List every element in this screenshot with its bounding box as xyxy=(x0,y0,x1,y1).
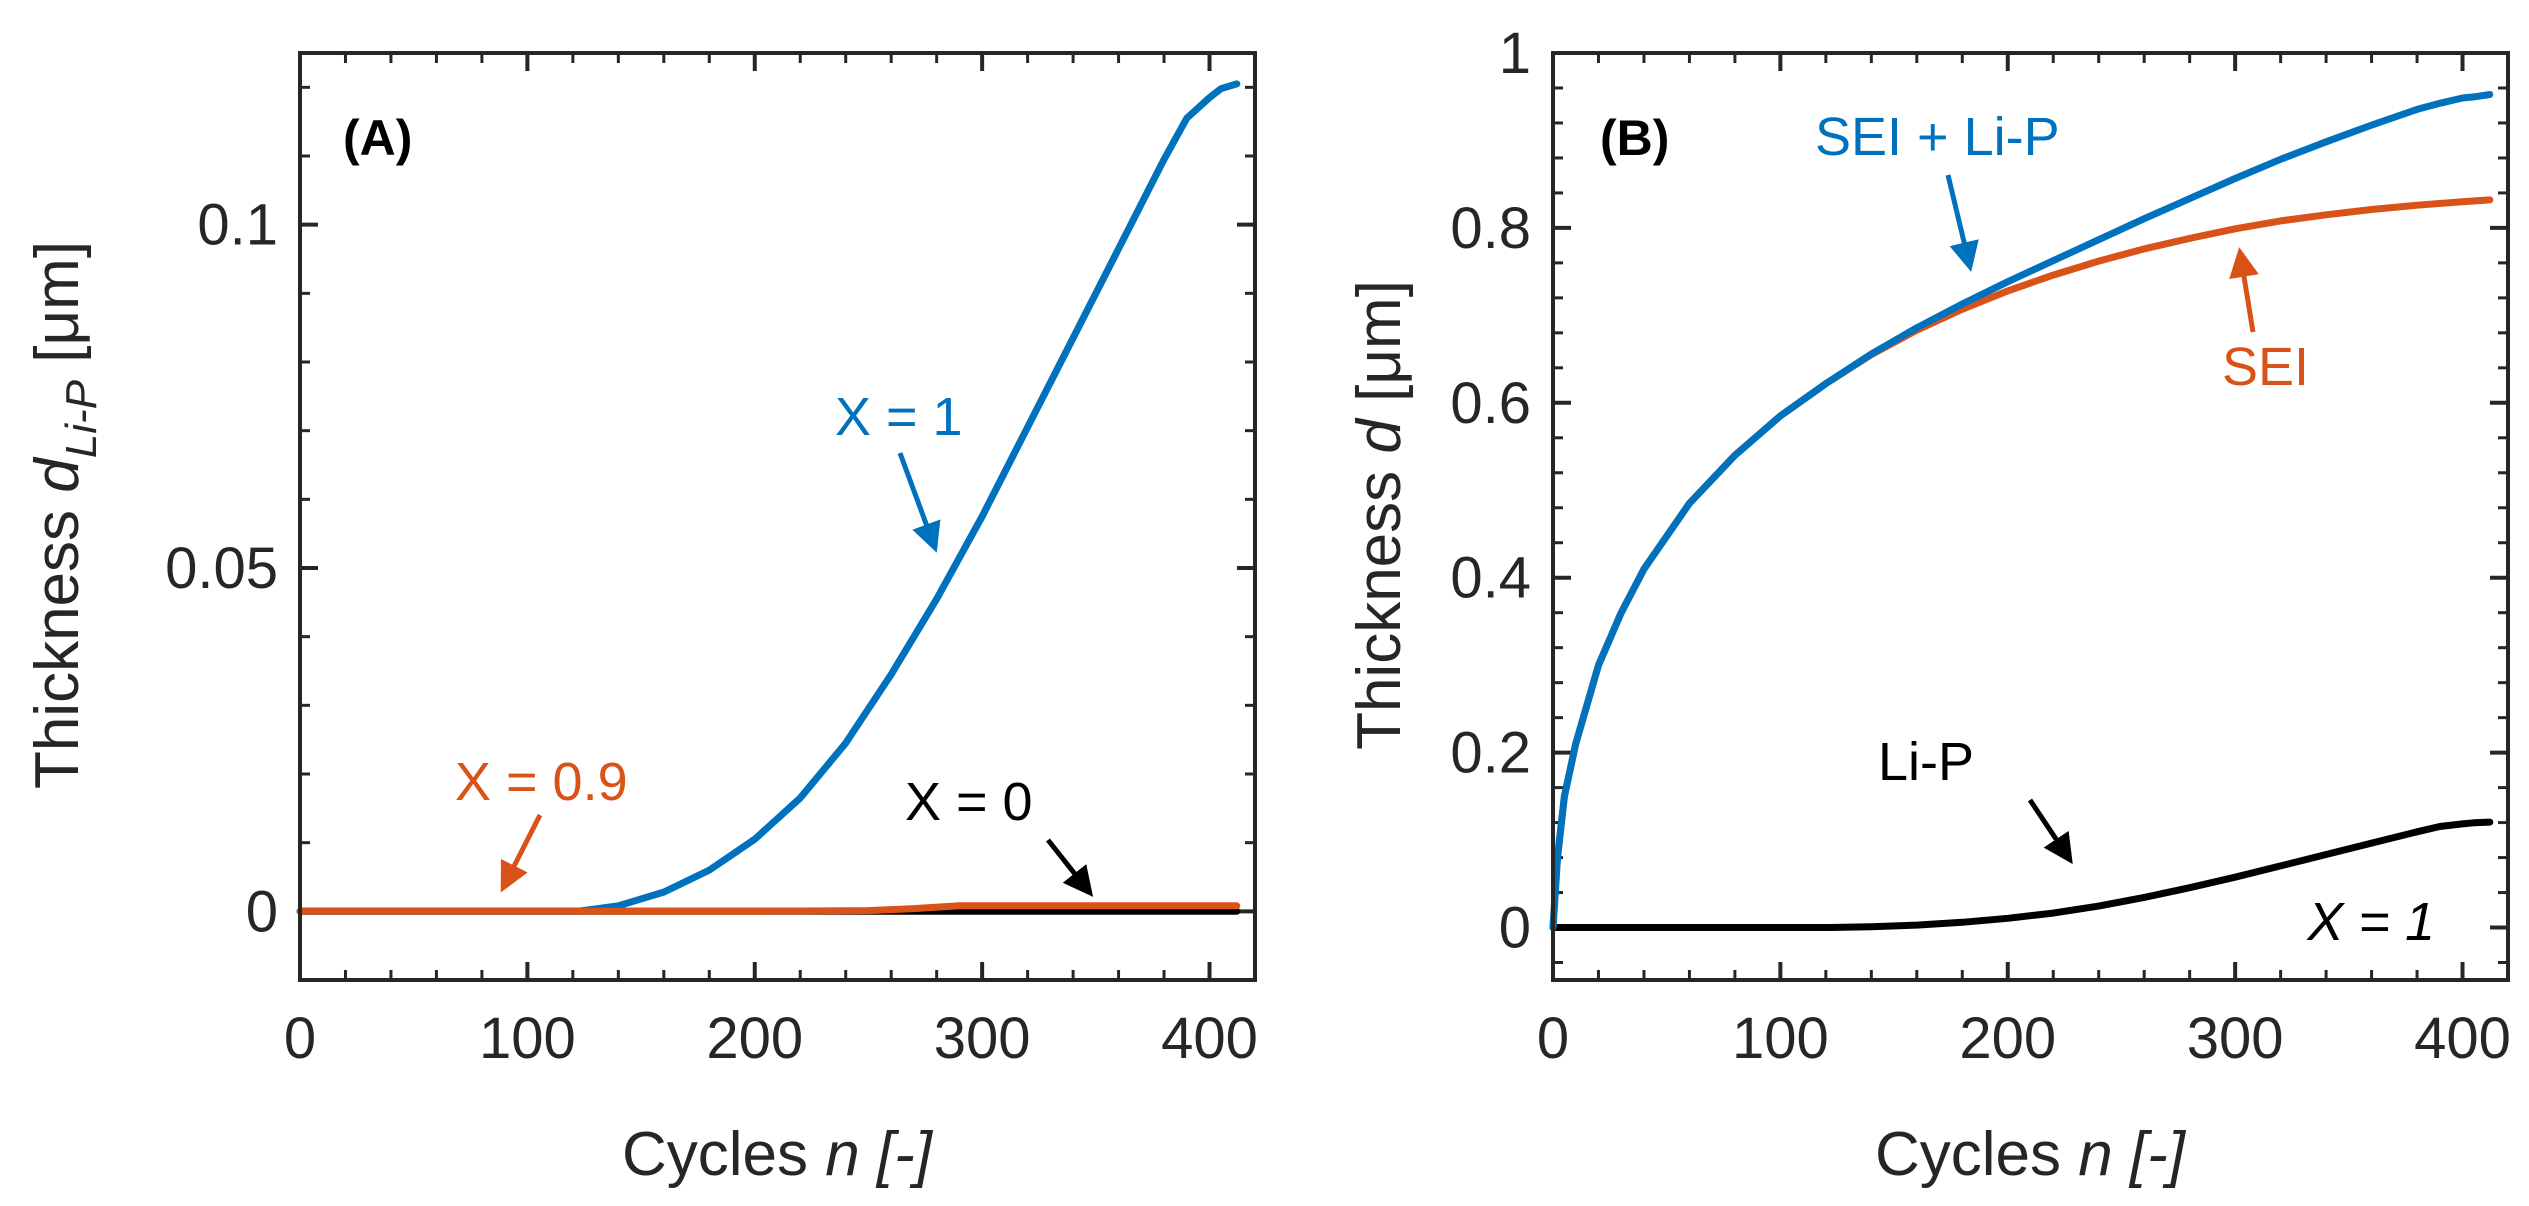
panel-a-arrow-x0 xyxy=(1046,838,1094,897)
panel-a-tag: (A) xyxy=(343,110,412,166)
panel-b-arrow-lip xyxy=(2027,798,2073,865)
y-tick-label: 0.8 xyxy=(1450,196,1531,261)
panel-a-annotation-x0: X = 0 xyxy=(905,772,1033,832)
panel-a-ticks: 0 100 200 300 400 0 0.05 0.1 xyxy=(165,53,1258,1071)
panel-a-annotation-x1: X = 1 xyxy=(835,387,963,447)
panel-b-axes-box xyxy=(1551,51,2510,982)
panel-b-arrow-sei xyxy=(2229,247,2259,333)
y-tick-label: 0.05 xyxy=(165,536,278,601)
panel-a-lines xyxy=(296,80,1241,915)
panel-a-annotation-x09: X = 0.9 xyxy=(455,752,628,812)
y-tick-label: 0.4 xyxy=(1450,546,1531,611)
panel-b-annotation-x1: X = 1 xyxy=(2305,892,2435,952)
panel-b-ticks: 0 100 200 300 400 0 0.2 0.4 0.6 0.8 1 xyxy=(1450,21,2511,1071)
panel-a-x-axis-label: Cycles n [-] xyxy=(622,1120,934,1189)
y-tick-label: 0 xyxy=(1499,896,1531,961)
y-tick-label: 0 xyxy=(246,879,278,944)
x-tick-label: 0 xyxy=(1537,1006,1569,1071)
panel-a-axes-box xyxy=(298,51,1257,982)
panel-b-x-axis-label: Cycles n [-] xyxy=(1875,1120,2187,1189)
x-tick-label: 0 xyxy=(284,1006,316,1071)
x-tick-label: 100 xyxy=(479,1006,576,1071)
panel-b-lines xyxy=(1549,91,2494,931)
panel-a-series-x-0-9 xyxy=(296,902,1241,915)
x-tick-label: 100 xyxy=(1732,1006,1829,1071)
panel-b-annotation-sei-lip: SEI + Li-P xyxy=(1815,107,2060,167)
x-tick-label: 400 xyxy=(2414,1006,2511,1071)
panel-b-annotation-sei: SEI xyxy=(2222,337,2309,397)
y-tick-label: 0.2 xyxy=(1450,721,1531,786)
panel-a-series-x-1 xyxy=(296,80,1241,915)
panel-a-y-axis-label: Thickness dLi-P [μm] xyxy=(23,241,106,789)
panel-b-annotation-lip: Li-P xyxy=(1878,732,1974,792)
panel-b-series-sei-li-p xyxy=(1549,91,2494,931)
x-tick-label: 300 xyxy=(2187,1006,2284,1071)
panel-b-tag: (B) xyxy=(1600,110,1669,166)
panel-b-series-li-p xyxy=(1549,818,2494,931)
panel-b-y-axis-label: Thickness d [μm] xyxy=(1345,280,1414,750)
panel-a-arrow-x1 xyxy=(897,452,941,553)
chart-panel-b: 0 100 200 300 400 0 0.2 0.4 0.6 0.8 1 (B) SEI + Li… xyxy=(1345,21,2511,1189)
x-tick-label: 200 xyxy=(1959,1006,2056,1071)
x-tick-label: 300 xyxy=(934,1006,1031,1071)
x-tick-label: 400 xyxy=(1161,1006,1258,1071)
y-tick-label: 0.6 xyxy=(1450,371,1531,436)
panel-b-series-sei xyxy=(1549,196,2494,931)
panel-a-arrow-x09 xyxy=(500,813,543,893)
y-tick-label: 0.1 xyxy=(197,193,278,258)
x-tick-label: 200 xyxy=(706,1006,803,1071)
y-tick-label: 1 xyxy=(1499,21,1531,86)
panel-b-arrow-sei-lip xyxy=(1945,174,1979,272)
